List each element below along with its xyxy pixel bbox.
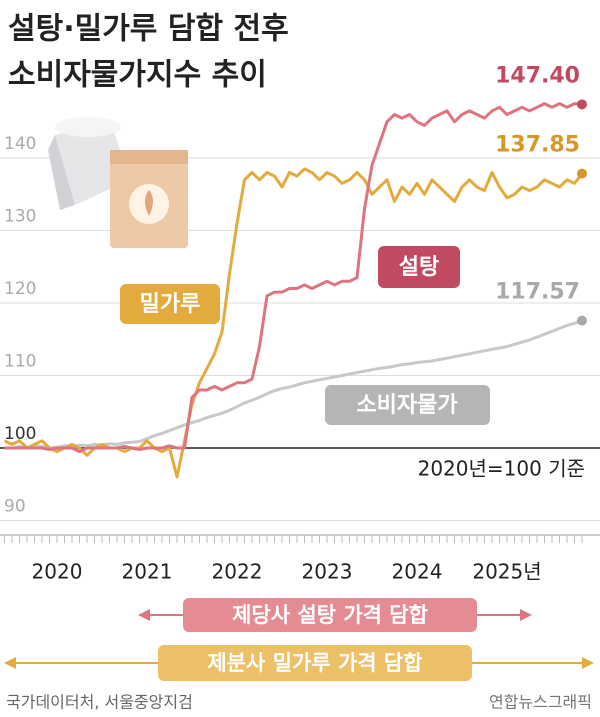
end-point	[577, 315, 587, 326]
legend-box	[378, 246, 460, 288]
annotation: 제분사 밀가루 가격 담합	[207, 651, 422, 675]
legend-label: 소비자물가	[356, 393, 457, 418]
note: 2020년=100 기준	[418, 457, 585, 481]
title-line: 설탕·밀가루 담합 전후	[8, 12, 289, 47]
annotation: 제당사 설탕 가격 담합	[232, 603, 428, 627]
value-label: 117.57	[495, 280, 580, 305]
x-tick-label: 2023	[302, 560, 353, 584]
x-tick-label: 2021	[122, 560, 173, 584]
value-label: 137.85	[495, 133, 580, 158]
x-tick-label: 2024	[392, 560, 443, 584]
end-point	[577, 168, 587, 179]
x-tick-label: 2020	[32, 560, 83, 584]
sugar-collusion-range: 제당사 설탕 가격 담합	[138, 598, 532, 632]
series-line	[4, 102, 583, 454]
y-tick-label: 140	[4, 134, 36, 154]
legend-box	[325, 385, 490, 425]
x-tick-label: 2022	[212, 560, 263, 584]
y-tick-label: 130	[4, 207, 36, 227]
end-point	[577, 99, 587, 110]
grid-layer: 90 100 110 120 130 140 2020 2021 2022 2023 2024 202…	[0, 134, 600, 584]
value-label: 147.40	[495, 63, 580, 88]
legend-label: 설탕	[399, 255, 439, 280]
y-tick-label: 120	[4, 279, 36, 299]
y-tick-label: 90	[4, 497, 26, 517]
source: 국가데이터처, 서울중앙지검	[6, 693, 193, 712]
legend-label: 밀가루	[140, 292, 201, 317]
title-line: 소비자물가지수 추이	[8, 58, 267, 93]
series-line	[4, 319, 583, 450]
y-tick-label: 110	[4, 352, 36, 372]
plot-layer: 117.57 137.85 147.40	[3, 63, 587, 479]
series-line	[3, 167, 584, 479]
legend-box	[120, 284, 220, 324]
y-tick-label: 100	[4, 424, 36, 444]
flour-collusion-range: 제분사 밀가루 가격 담합	[4, 645, 594, 681]
x-tick-label: 2025년	[472, 560, 541, 584]
credit: 연합뉴스그래픽	[489, 693, 592, 712]
flour-bag-illustration	[48, 117, 188, 248]
